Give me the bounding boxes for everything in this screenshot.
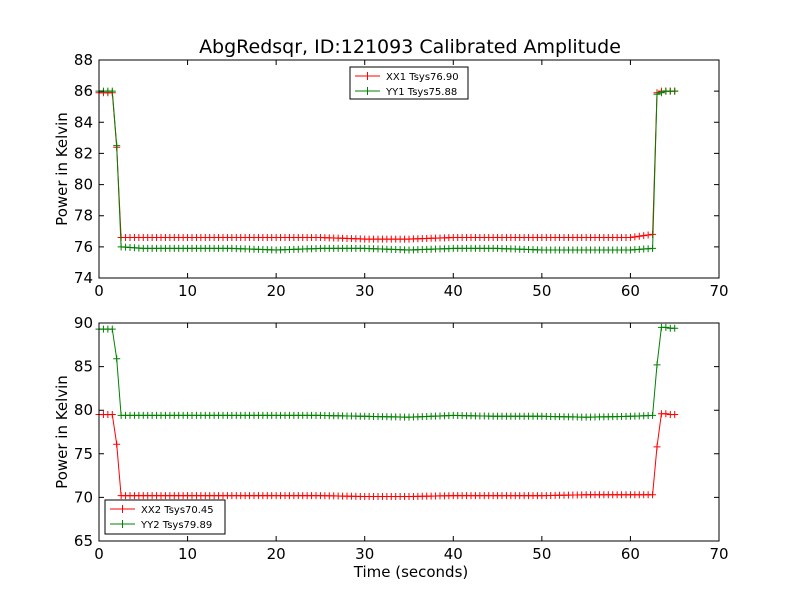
- x-tick-label: 70: [709, 282, 728, 300]
- y-tick-label: 86: [74, 82, 93, 100]
- series-1-0: [95, 410, 679, 501]
- x-tick-label: 50: [532, 282, 551, 300]
- x-tick-label: 30: [355, 282, 374, 300]
- y-tick-label: 65: [74, 532, 93, 550]
- x-tick-label: 20: [267, 545, 286, 563]
- x-tick-label: 60: [621, 282, 640, 300]
- legend: XX1 Tsys76.90 YY1 Tsys75.88: [349, 66, 469, 100]
- legend-label: XX1 Tsys76.90: [386, 72, 459, 83]
- data-point: [631, 233, 639, 241]
- data-point: [113, 142, 121, 150]
- legend-swatch: [110, 505, 135, 513]
- y-tick-label: 82: [74, 144, 93, 162]
- data-point: [108, 411, 116, 419]
- data-point: [635, 232, 643, 240]
- data-point: [113, 440, 121, 448]
- data-point: [671, 411, 679, 419]
- y-tick-label: 84: [74, 113, 93, 131]
- y-axis-label: Power in Kelvin: [53, 375, 71, 489]
- legend-label: XX2 Tsys70.45: [141, 505, 214, 516]
- data-point: [649, 244, 657, 252]
- data-point: [640, 232, 648, 240]
- x-tick-label: 10: [178, 545, 197, 563]
- data-point: [626, 234, 634, 242]
- data-point: [653, 90, 661, 98]
- data-point: [108, 87, 116, 95]
- data-point: [662, 323, 670, 331]
- y-tick-label: 80: [74, 401, 93, 419]
- data-point: [662, 410, 670, 418]
- y-tick-label: 75: [74, 445, 93, 463]
- chart-title: AbgRedsqr, ID:121093 Calibrated Amplitud…: [199, 36, 621, 58]
- series-line: [99, 413, 675, 497]
- legend-label: YY1 Tsys75.88: [385, 87, 457, 98]
- data-point: [653, 361, 661, 369]
- data-point: [649, 411, 657, 419]
- data-point: [649, 491, 657, 499]
- data-point: [657, 89, 665, 97]
- top-chart: 0 10 20 30 40 50 60 70 74 76 78 80 82 84 86 88 Power in …: [53, 51, 729, 300]
- y-tick-label: 90: [74, 314, 93, 332]
- x-tick-label: 30: [355, 545, 374, 563]
- series-line: [99, 90, 675, 240]
- x-axis-label: Time (seconds): [353, 563, 469, 581]
- legend-box: [104, 499, 226, 535]
- data-point: [653, 443, 661, 451]
- x-tick-label: 40: [444, 282, 463, 300]
- axes-frame: [98, 322, 720, 542]
- y-tick-label: 80: [74, 176, 93, 194]
- data-point: [113, 355, 121, 363]
- legend-swatch: [355, 72, 380, 80]
- legend: XX2 Tsys70.45 YY2 Tsys79.89: [104, 499, 226, 535]
- legend-swatch: [110, 520, 135, 528]
- y-tick-label: 78: [74, 207, 93, 225]
- data-point: [644, 231, 652, 239]
- series-0-1: [95, 87, 679, 254]
- y-axis-label: Power in Kelvin: [53, 112, 71, 226]
- x-tick-label: 60: [621, 545, 640, 563]
- y-tick-label: 70: [74, 488, 93, 506]
- series-0-0: [95, 87, 679, 243]
- data-point: [671, 324, 679, 332]
- x-tick-label: 10: [178, 282, 197, 300]
- legend-swatch: [355, 87, 380, 95]
- x-tick-label: 20: [267, 282, 286, 300]
- data-point: [108, 325, 116, 333]
- x-tick-label: 40: [444, 545, 463, 563]
- bottom-chart: 0 10 20 30 40 50 60 70 65 70 75 80 85 90 Power in Kelv…: [53, 314, 729, 581]
- y-tick-label: 85: [74, 358, 93, 376]
- y-tick-label: 88: [74, 51, 93, 69]
- axes-frame: [98, 59, 720, 279]
- y-tick-label: 74: [74, 269, 93, 287]
- series-line: [99, 90, 675, 251]
- legend-box: [349, 66, 469, 100]
- x-tick-label: 70: [709, 545, 728, 563]
- series-line: [99, 326, 675, 418]
- y-tick-label: 76: [74, 238, 93, 256]
- series-1-1: [95, 323, 679, 421]
- legend-label: YY2 Tsys79.89: [140, 520, 212, 531]
- x-tick-label: 50: [532, 545, 551, 563]
- data-point: [671, 87, 679, 95]
- x-tick-label: 0: [94, 545, 104, 563]
- x-tick-label: 0: [94, 282, 104, 300]
